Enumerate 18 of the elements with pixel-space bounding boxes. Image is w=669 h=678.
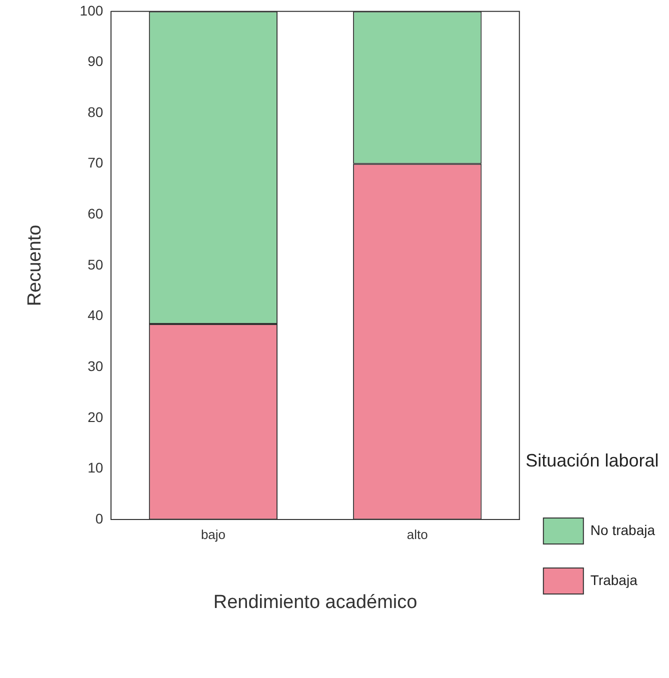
legend-title: Situación laboral xyxy=(526,450,659,470)
y-tick-label: 100 xyxy=(80,2,104,18)
y-tick-label: 50 xyxy=(88,256,104,272)
y-tick-label: 70 xyxy=(88,154,104,171)
legend-label: Trabaja xyxy=(590,572,638,588)
legend-label: No trabaja xyxy=(590,522,656,538)
y-tick-label: 80 xyxy=(88,104,104,120)
y-tick-label: 20 xyxy=(88,408,104,425)
x-axis-title: Rendimiento académico xyxy=(213,592,418,613)
y-tick-label: 0 xyxy=(95,510,104,526)
y-tick-label: 30 xyxy=(88,358,104,374)
y-axis-title: Recuento xyxy=(24,224,46,306)
y-tick-label: 40 xyxy=(88,307,104,324)
y-tick-label: 90 xyxy=(88,53,104,70)
y-tick-label: 60 xyxy=(88,206,104,222)
y-tick-label: 10 xyxy=(88,460,104,476)
x-tick-label: bajo xyxy=(200,526,226,542)
x-tick-label: alto xyxy=(406,526,428,542)
